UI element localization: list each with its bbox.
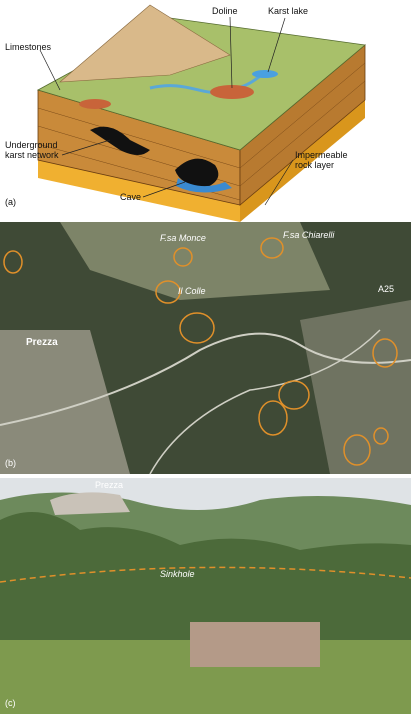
sinkholes [3, 237, 398, 466]
label: rock layer [295, 160, 334, 170]
panel-b: (b) F.sa Monce F.sa Chiarelli Il Colle A… [0, 222, 411, 475]
road [149, 329, 381, 475]
impermeable-left [38, 160, 240, 222]
lake-shape [252, 70, 278, 78]
shape [372, 338, 398, 368]
label: Prezza [95, 480, 123, 490]
label: F.sa Monce [160, 233, 206, 243]
cave-shape [175, 158, 219, 188]
shape [258, 400, 288, 436]
label: Underground [5, 140, 58, 150]
town [50, 492, 130, 515]
sinkhole-outline [0, 566, 411, 583]
label: Doline [212, 6, 238, 16]
shape [278, 380, 310, 410]
label: Karst lake [268, 6, 308, 16]
label: Impermeable [295, 150, 348, 160]
label: karst network [5, 150, 59, 160]
impermeable-right [240, 100, 365, 222]
panel-tag: (b) [5, 458, 16, 468]
doline-shape [79, 99, 111, 109]
shape [260, 237, 284, 259]
doline-shape [210, 85, 254, 99]
hillside [0, 330, 130, 474]
panel-c: (c) Prezza Sinkhole [0, 478, 411, 714]
shape [155, 280, 181, 304]
label: Cave [120, 192, 141, 202]
trees [0, 512, 411, 650]
panel-a: (a) Doline Karst lake Limestones Undergr… [5, 4, 366, 222]
shape [239, 80, 366, 187]
reeds [190, 622, 320, 667]
shape [179, 312, 215, 344]
hillside [300, 300, 411, 474]
label: Prezza [26, 337, 58, 348]
cave-water [176, 178, 232, 193]
label: F.sa Chiarelli [283, 230, 335, 240]
label: Limestones [5, 42, 52, 52]
panel-tag: (c) [5, 698, 16, 708]
shape [239, 62, 366, 169]
panel-tag: (a) [5, 197, 16, 207]
shape [343, 434, 371, 466]
shape [373, 427, 389, 445]
label: A25 [378, 284, 394, 294]
karst-network [90, 126, 150, 155]
label: Sinkhole [160, 569, 195, 579]
mountain [59, 4, 231, 83]
shape [37, 107, 241, 169]
shape [173, 247, 193, 267]
fields [60, 222, 330, 300]
label: Il Colle [178, 286, 206, 296]
shape [3, 250, 23, 274]
leader [39, 16, 294, 206]
